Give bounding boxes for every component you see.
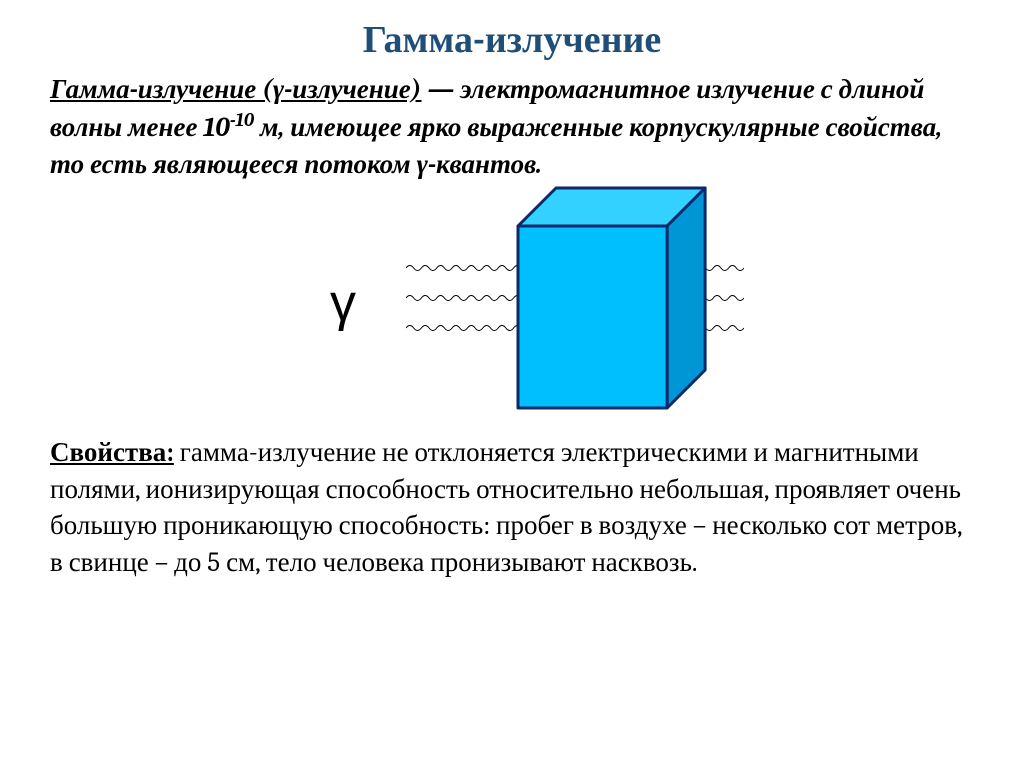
properties-lead: Свойства: — [50, 437, 174, 468]
properties-body: гамма-излучение не отклоняется электриче… — [50, 437, 962, 577]
definition-paragraph: Гамма-излучение (γ-излучение) — электром… — [50, 72, 974, 183]
properties-paragraph: Свойства: гамма-излучение не отклоняется… — [50, 435, 974, 581]
page-title: Гамма-излучение — [50, 18, 974, 62]
slide: Гамма-излучение Гамма-излучение (γ-излуч… — [0, 0, 1024, 767]
definition-term: Гамма-излучение (γ-излучение) — [50, 74, 421, 105]
diagram-area: γ — [50, 195, 974, 425]
title-text: Гамма-излучение — [363, 18, 662, 62]
absorber-cube — [515, 185, 729, 411]
gamma-icon: γ — [330, 273, 356, 333]
definition-exponent: -10 — [230, 109, 254, 131]
